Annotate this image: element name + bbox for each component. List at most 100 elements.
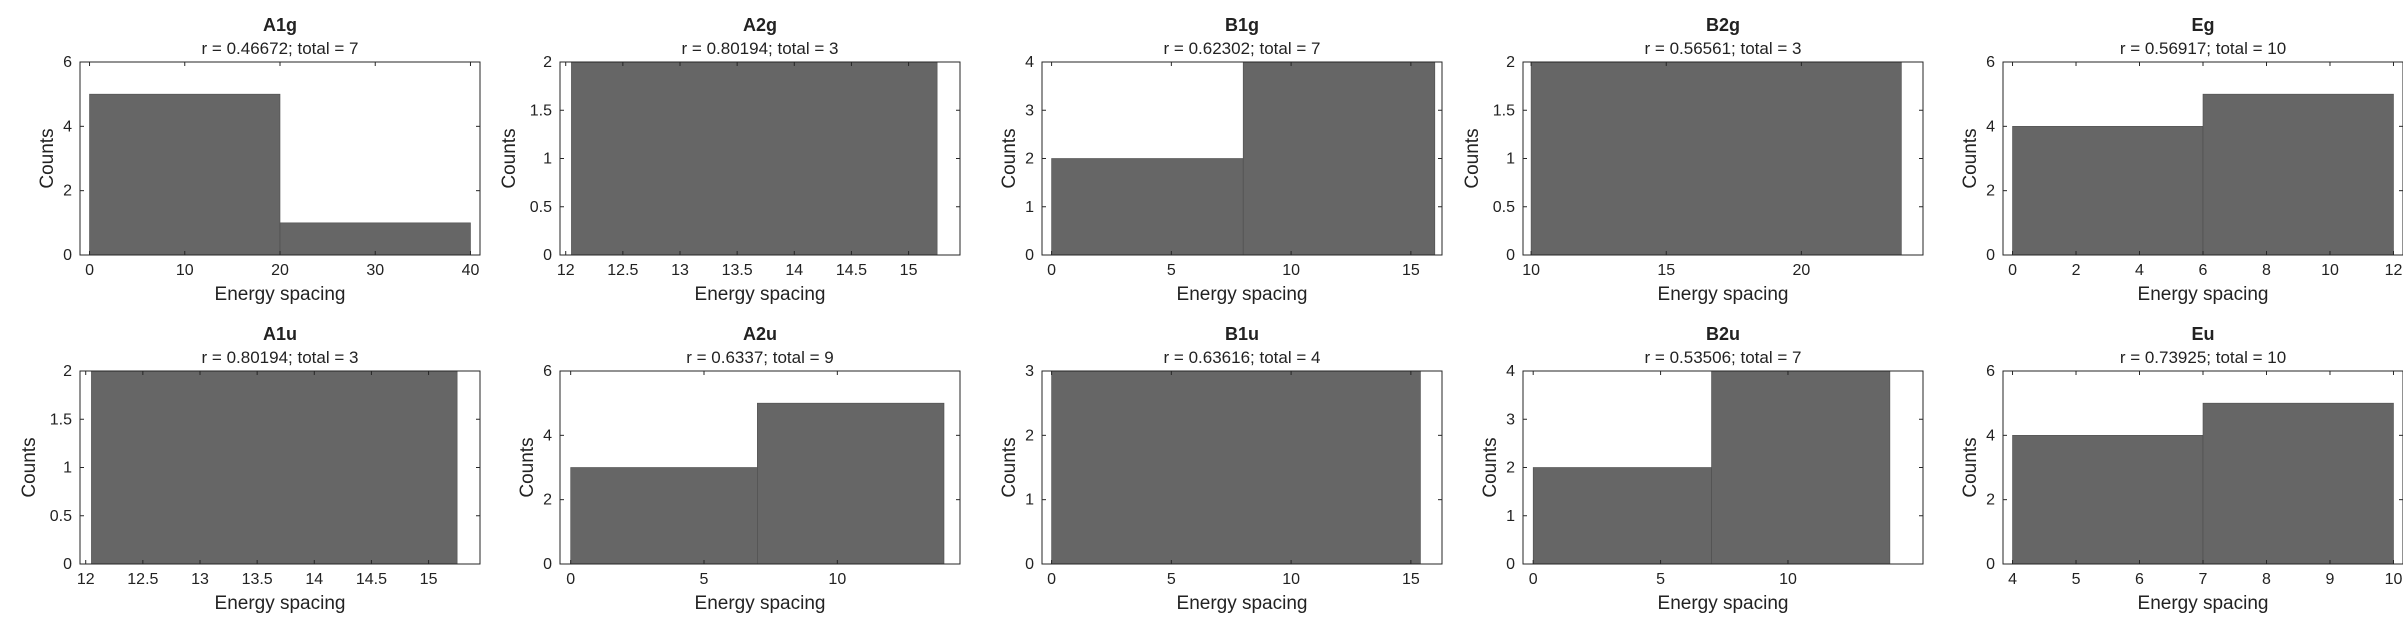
histogram-panel-b2g: 10 15 20 0 0.5 1 1.5 2 B2g r = 0.56561; total = 3… <box>1462 15 1924 305</box>
y-tick-label: 2 <box>1506 460 1515 477</box>
x-tick-label: 6 <box>2199 262 2208 279</box>
x-tick-label: 5 <box>1167 571 1176 588</box>
histogram-bar <box>2012 126 2204 256</box>
panel-subtitle: r = 0.80194; total = 3 <box>682 39 839 58</box>
y-tick-label: 4 <box>63 118 72 135</box>
y-tick-label: 4 <box>1506 363 1515 380</box>
x-tick-label: 13.5 <box>242 571 273 588</box>
x-tick-label: 14 <box>785 262 803 279</box>
x-tick-label: 5 <box>2072 571 2081 588</box>
y-tick-label: 1 <box>1506 151 1515 168</box>
x-tick-label: 12 <box>2385 262 2403 279</box>
y-axis-label: Counts <box>1960 437 1981 497</box>
panel-title: B1g <box>1225 15 1259 35</box>
x-tick-label: 15 <box>900 262 918 279</box>
y-tick-label: 0 <box>1506 247 1515 264</box>
x-tick-label: 10 <box>1282 571 1300 588</box>
x-tick-label: 0 <box>566 571 575 588</box>
x-tick-label: 10 <box>1282 262 1300 279</box>
y-tick-label: 3 <box>1506 411 1515 428</box>
y-tick-label: 0.5 <box>50 508 72 525</box>
y-axis-label: Counts <box>1462 128 1483 188</box>
y-tick-label: 2 <box>1986 492 1995 509</box>
histogram-bar <box>757 402 945 565</box>
histogram-panel-b2u: 0 5 10 0 1 2 3 4 B2u r = 0.53506; total = 7 Energy… <box>1480 324 1924 614</box>
y-axis-label: Counts <box>999 128 1020 188</box>
y-tick-label: 2 <box>543 492 552 509</box>
y-tick-label: 0 <box>543 247 552 264</box>
x-tick-label: 4 <box>2008 571 2017 588</box>
x-axis-label: Energy spacing <box>1177 593 1308 614</box>
x-axis-label: Energy spacing <box>215 284 346 305</box>
x-axis-label: Energy spacing <box>215 593 346 614</box>
y-axis-label: Counts <box>999 437 1020 497</box>
y-tick-label: 0 <box>543 556 552 573</box>
x-axis-label: Energy spacing <box>1658 284 1789 305</box>
x-tick-label: 20 <box>1792 262 1810 279</box>
panel-subtitle: r = 0.56917; total = 10 <box>2120 39 2286 58</box>
y-tick-label: 2 <box>63 363 72 380</box>
histogram-bar <box>2202 402 2394 565</box>
x-tick-label: 10 <box>1522 262 1540 279</box>
y-tick-label: 0 <box>63 247 72 264</box>
histogram-bar <box>279 222 471 256</box>
y-tick-label: 4 <box>1986 118 1995 135</box>
x-tick-label: 4 <box>2135 262 2144 279</box>
y-axis-label: Counts <box>517 437 538 497</box>
panel-subtitle: r = 0.73925; total = 10 <box>2120 348 2286 367</box>
panel-title: A2g <box>743 15 777 35</box>
histogram-bar <box>89 93 281 256</box>
histogram-bar <box>1711 370 1891 565</box>
y-tick-label: 2 <box>1025 427 1034 444</box>
x-tick-label: 13 <box>671 262 689 279</box>
y-axis-label: Counts <box>37 128 58 188</box>
x-tick-label: 12.5 <box>127 571 158 588</box>
histogram-panel-a2g: 12 12.5 13 13.5 14 14.5 15 0 0.5 1 1.5 2 A2g r = 0.80… <box>499 15 961 305</box>
x-tick-label: 0 <box>1529 571 1538 588</box>
y-tick-label: 0 <box>1986 556 1995 573</box>
panel-subtitle: r = 0.53506; total = 7 <box>1645 348 1802 367</box>
y-tick-label: 0.5 <box>530 199 552 216</box>
panel-subtitle: r = 0.46672; total = 7 <box>202 39 359 58</box>
y-tick-label: 0 <box>1025 556 1034 573</box>
y-tick-label: 1 <box>63 460 72 477</box>
panel-subtitle: r = 0.80194; total = 3 <box>202 348 359 367</box>
panel-title: B2g <box>1706 15 1740 35</box>
x-tick-label: 13 <box>191 571 209 588</box>
y-tick-label: 3 <box>1025 102 1034 119</box>
x-tick-label: 14.5 <box>356 571 387 588</box>
y-tick-label: 0.5 <box>1493 199 1515 216</box>
x-tick-label: 5 <box>700 571 709 588</box>
y-axis-label: Counts <box>499 128 520 188</box>
y-tick-label: 2 <box>543 54 552 71</box>
axes-box <box>1041 370 1443 565</box>
panel-title: A2u <box>743 324 777 344</box>
x-axis-label: Energy spacing <box>2138 593 2269 614</box>
panel-title: B1u <box>1225 324 1259 344</box>
panel-subtitle: r = 0.6337; total = 9 <box>686 348 833 367</box>
y-tick-label: 2 <box>1506 54 1515 71</box>
x-axis-label: Energy spacing <box>1658 593 1789 614</box>
histogram-panel-b1g: 0 5 10 15 0 1 2 3 4 B1g r = 0.62302; total = 7 Ener… <box>999 15 1443 305</box>
y-tick-label: 0 <box>1025 247 1034 264</box>
y-tick-label: 3 <box>1025 363 1034 380</box>
x-tick-label: 10 <box>2385 571 2403 588</box>
y-axis-label: Counts <box>19 437 40 497</box>
y-tick-label: 4 <box>1986 427 1995 444</box>
histogram-panel-b1u: 0 5 10 15 0 1 2 3 B1u r = 0.63616; total = 4 Energ… <box>999 324 1443 614</box>
x-tick-label: 40 <box>462 262 480 279</box>
histogram-bar <box>2012 435 2204 565</box>
y-tick-label: 4 <box>1025 54 1034 71</box>
y-tick-label: 1.5 <box>530 102 552 119</box>
y-tick-label: 1 <box>1025 199 1034 216</box>
panel-subtitle: r = 0.56561; total = 3 <box>1645 39 1802 58</box>
x-tick-label: 14.5 <box>836 262 867 279</box>
panel-title: B2u <box>1706 324 1740 344</box>
y-tick-label: 1 <box>1506 508 1515 525</box>
x-tick-label: 13.5 <box>722 262 753 279</box>
axes-box <box>559 370 961 565</box>
x-tick-label: 5 <box>1656 571 1665 588</box>
x-tick-label: 0 <box>2008 262 2017 279</box>
x-tick-label: 12 <box>77 571 95 588</box>
